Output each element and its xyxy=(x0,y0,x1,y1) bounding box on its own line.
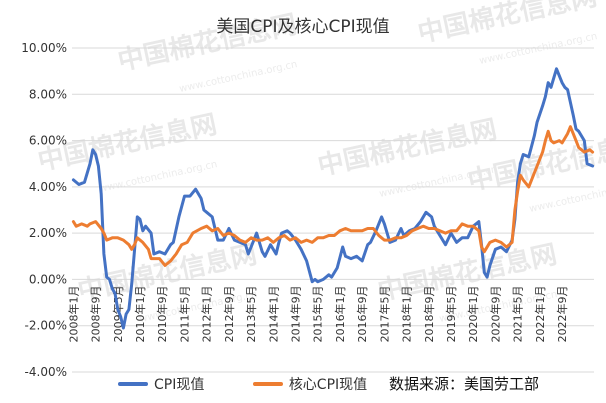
legend-item-cpi: CPI现值 xyxy=(118,374,204,394)
x-tick-label: 2016年9月 xyxy=(355,285,369,342)
x-tick-label: 2010年9月 xyxy=(155,285,169,342)
y-tick-label: 2.00% xyxy=(29,226,67,240)
watermark-url: www.cottonchina.org.cn xyxy=(98,159,218,195)
chart-title: 美国CPI及核心CPI现值 xyxy=(216,17,390,37)
y-tick-label: 10.00% xyxy=(21,41,67,55)
legend-item-core-cpi: 核心CPI现值 xyxy=(252,374,368,394)
plot-series xyxy=(71,67,595,330)
x-tick-label: 2017年5月 xyxy=(377,285,391,342)
x-tick-label: 2018年9月 xyxy=(422,285,436,342)
y-tick-label: 4.00% xyxy=(29,180,67,194)
x-tick-label: 2020年9月 xyxy=(488,285,502,342)
x-tick-label: 2016年1月 xyxy=(333,285,347,342)
y-axis-tick-labels: -4.00% -2.00% 0.00% 2.00% 4.00% 6.00% 8.00% 10.… xyxy=(21,41,67,379)
grid-lines xyxy=(72,47,594,373)
x-tick-label: 2022年1月 xyxy=(533,285,547,342)
x-tick-label: 2010年1月 xyxy=(133,285,147,342)
x-tick-label: 2013年5月 xyxy=(244,285,258,342)
x-tick-label: 2014年9月 xyxy=(289,285,303,342)
x-tick-label: 2021年5月 xyxy=(511,285,525,342)
x-axis-tick-labels: 2008年1月 2008年9月 2009年5月 2010年1月 2010年9月 2011年… xyxy=(66,285,569,342)
x-tick-label: 2009年5月 xyxy=(111,285,125,342)
y-tick-label: -2.00% xyxy=(25,319,67,333)
x-tick-label: 2012年1月 xyxy=(200,285,214,342)
source-note: 数据来源：美国劳工部 xyxy=(389,375,540,393)
watermark-url: www.cottonchina.org.cn xyxy=(528,179,606,215)
y-tick-label: 8.00% xyxy=(29,87,67,101)
x-tick-label: 2008年1月 xyxy=(66,285,80,342)
legend: CPI现值 核心CPI现值 xyxy=(118,374,411,394)
x-tick-label: 2015年5月 xyxy=(311,285,325,342)
x-tick-label: 2008年9月 xyxy=(89,285,103,342)
x-tick-label: 2012年9月 xyxy=(222,285,236,342)
legend-label-cpi: CPI现值 xyxy=(154,377,205,393)
x-tick-label: 2018年1月 xyxy=(400,285,414,342)
series-line-core-cpi xyxy=(71,125,595,267)
x-tick-label: 2022年9月 xyxy=(555,285,569,342)
x-tick-label: 2014年1月 xyxy=(266,285,280,342)
legend-swatch-cpi xyxy=(118,382,148,386)
y-tick-label: 0.00% xyxy=(29,272,67,286)
legend-label-core-cpi: 核心CPI现值 xyxy=(288,377,368,393)
x-tick-label: 2020年1月 xyxy=(466,285,480,342)
x-tick-label: 2019年5月 xyxy=(444,285,458,342)
y-tick-label: 6.00% xyxy=(29,134,67,148)
watermark-url: www.cottonchina.org.cn xyxy=(178,59,298,95)
y-tick-label: -4.00% xyxy=(25,365,67,379)
legend-swatch-core-cpi xyxy=(252,382,283,386)
x-tick-label: 2011年5月 xyxy=(177,285,191,342)
